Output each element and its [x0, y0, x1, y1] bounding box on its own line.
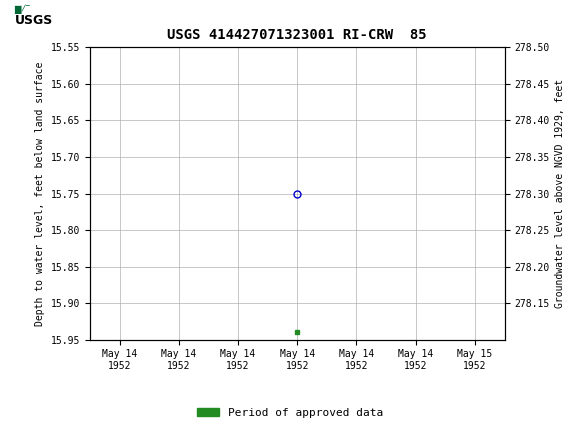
Y-axis label: Depth to water level, feet below land surface: Depth to water level, feet below land su… [35, 61, 45, 326]
Title: USGS 414427071323001 RI-CRW  85: USGS 414427071323001 RI-CRW 85 [168, 28, 427, 42]
Text: USGS: USGS [14, 14, 53, 27]
Legend: Period of approved data: Period of approved data [193, 403, 387, 422]
Y-axis label: Groundwater level above NGVD 1929, feet: Groundwater level above NGVD 1929, feet [555, 79, 565, 308]
FancyBboxPatch shape [6, 4, 75, 39]
Text: █╱‾: █╱‾ [14, 5, 30, 14]
